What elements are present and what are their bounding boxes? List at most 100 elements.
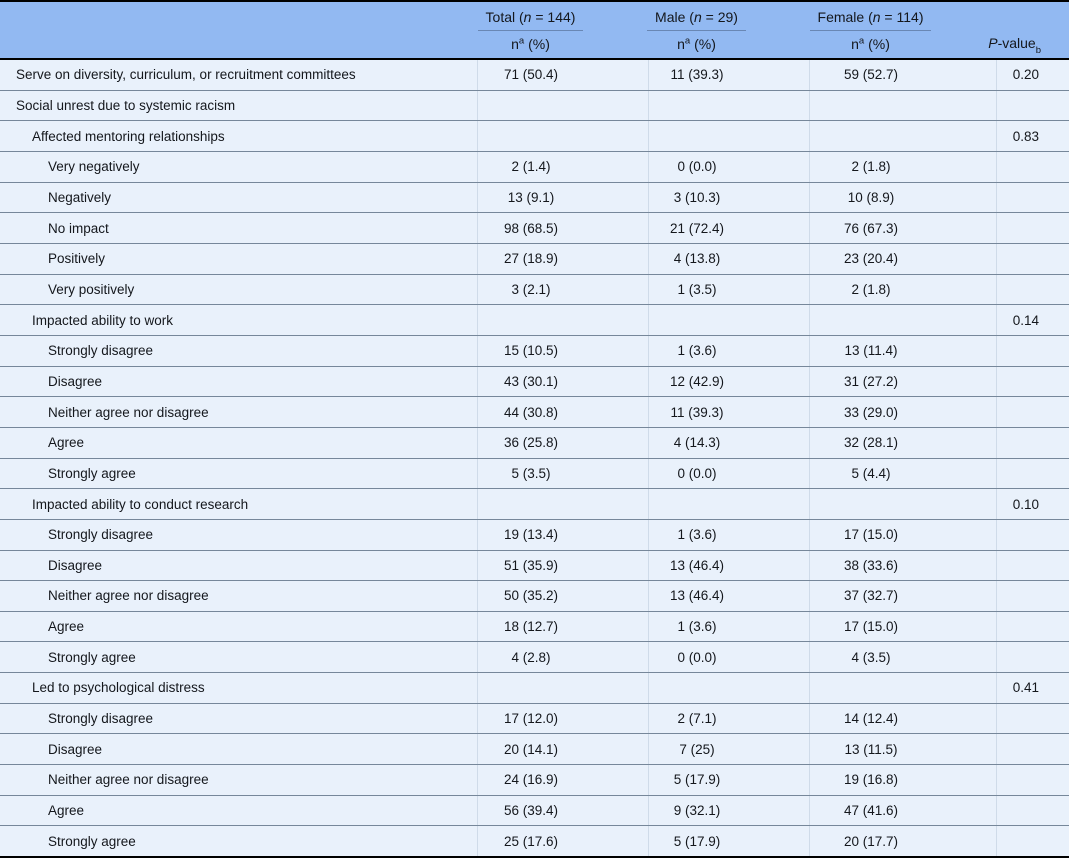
row-label: Agree — [48, 619, 85, 635]
total-cell: 51 (35.9) — [477, 550, 648, 581]
total-cell: 18 (12.7) — [477, 611, 648, 642]
p-value-cell — [996, 427, 1069, 458]
male-cell: 9 (32.1) — [648, 795, 809, 826]
total-label-pre: Total ( — [485, 8, 524, 25]
total-cell: 19 (13.4) — [477, 519, 648, 550]
male-cell — [648, 305, 809, 335]
p-value-cell — [996, 550, 1069, 581]
female-cell: 32 (28.1) — [809, 427, 996, 458]
female-cell: 14 (12.4) — [809, 703, 996, 734]
p-value-cell: 0.20 — [996, 60, 1069, 90]
table-row: Strongly agree 25 (17.6) 5 (17.9) 20 (17.7) — [0, 825, 1069, 857]
column-header-female: Female (n = 114) na (%) — [809, 2, 996, 58]
row-label: Strongly agree — [48, 465, 136, 481]
p-value-cell — [996, 458, 1069, 489]
male-cell: 0 (0.0) — [648, 151, 809, 182]
male-cell: 7 (25) — [648, 734, 809, 765]
male-cell: 0 (0.0) — [648, 458, 809, 489]
table-row: Neither agree nor disagree 44 (30.8) 11 (3… — [0, 396, 1069, 427]
table-row: Agree 36 (25.8) 4 (14.3) 32 (28.1) — [0, 426, 1069, 458]
p-value-cell — [996, 826, 1069, 857]
column-header-male: Male (n = 29) na (%) — [647, 2, 809, 58]
row-label: Neither agree nor disagree — [48, 588, 209, 604]
p-value-cell — [996, 795, 1069, 826]
p-value-cell — [996, 182, 1069, 213]
table-row: Strongly disagree 19 (13.4) 1 (3.6) 17 (15.… — [0, 518, 1069, 550]
total-cell: 4 (2.8) — [477, 642, 648, 673]
row-label: Very negatively — [48, 159, 140, 175]
total-cell: 5 (3.5) — [477, 458, 648, 489]
row-label: Strongly agree — [48, 649, 136, 665]
male-cell: 0 (0.0) — [648, 642, 809, 673]
total-cell: 43 (30.1) — [477, 366, 648, 397]
table-row: Agree 18 (12.7) 1 (3.6) 17 (15.0) — [0, 610, 1069, 642]
p-value-cell — [996, 397, 1069, 427]
row-label: Serve on diversity, curriculum, or recru… — [16, 67, 356, 83]
table-row: Affected mentoring relationships 0.83 — [0, 120, 1069, 151]
total-cell — [477, 673, 648, 703]
row-label: Disagree — [48, 373, 103, 389]
row-label: Agree — [48, 803, 85, 819]
female-cell: 23 (20.4) — [809, 243, 996, 274]
total-cell — [477, 305, 648, 335]
subheader-pct: (%) — [864, 35, 890, 52]
p-value-cell — [996, 703, 1069, 734]
total-cell: 36 (25.8) — [477, 427, 648, 458]
table-header: Total (n = 144) na (%) Male (n = 29) na … — [0, 0, 1069, 60]
male-label-n: n — [693, 8, 702, 25]
female-cell: 13 (11.4) — [809, 335, 996, 366]
male-cell: 4 (14.3) — [648, 427, 809, 458]
total-cell: 15 (10.5) — [477, 335, 648, 366]
female-cell: 17 (15.0) — [809, 519, 996, 550]
male-cell: 1 (3.6) — [648, 519, 809, 550]
total-cell — [477, 90, 648, 121]
female-cell: 59 (52.7) — [809, 60, 996, 90]
p-value-cell — [996, 734, 1069, 765]
pvalue-label-text: -value — [997, 35, 1036, 51]
table-row: Neither agree nor disagree 50 (35.2) 13 (4… — [0, 580, 1069, 611]
total-cell: 56 (39.4) — [477, 795, 648, 826]
female-cell: 5 (4.4) — [809, 458, 996, 489]
male-cell — [648, 90, 809, 121]
p-value-cell: 0.14 — [996, 305, 1069, 335]
row-label: Affected mentoring relationships — [32, 128, 225, 144]
total-cell: 17 (12.0) — [477, 703, 648, 734]
pvalue-label-p: P — [988, 35, 998, 51]
total-cell: 20 (14.1) — [477, 734, 648, 765]
row-label: Strongly disagree — [48, 527, 154, 543]
table-row: Disagree 51 (35.9) 13 (46.4) 38 (33.6) — [0, 549, 1069, 581]
footnote-marker-a: a — [858, 34, 865, 46]
total-label-n: n — [523, 8, 532, 25]
female-cell: 4 (3.5) — [809, 642, 996, 673]
female-cell: 19 (16.8) — [809, 765, 996, 795]
subheader-n: n — [677, 35, 685, 52]
total-cell — [477, 489, 648, 519]
table-row: Very negatively 2 (1.4) 0 (0.0) 2 (1.8) — [0, 150, 1069, 182]
male-cell: 5 (17.9) — [648, 765, 809, 795]
male-group-label: Male (n = 29) — [647, 9, 746, 31]
male-cell: 13 (46.4) — [648, 550, 809, 581]
subheader-n: n — [511, 35, 519, 52]
female-cell — [809, 305, 996, 335]
column-header-total: Total (n = 144) na (%) — [477, 2, 648, 58]
column-header-variables — [0, 2, 477, 58]
male-cell: 1 (3.5) — [648, 274, 809, 305]
female-cell — [809, 489, 996, 519]
p-value-cell — [996, 151, 1069, 182]
table-body: Serve on diversity, curriculum, or recru… — [0, 60, 1069, 858]
total-cell: 2 (1.4) — [477, 151, 648, 182]
male-label-pre: Male ( — [655, 8, 694, 25]
female-cell: 33 (29.0) — [809, 397, 996, 427]
total-cell: 71 (50.4) — [477, 60, 648, 90]
table-row: Agree 56 (39.4) 9 (32.1) 47 (41.6) — [0, 794, 1069, 826]
row-label: Strongly disagree — [48, 343, 154, 359]
female-group-label: Female (n = 114) — [809, 8, 932, 31]
female-cell: 37 (32.7) — [809, 581, 996, 611]
female-label-n: n — [872, 8, 881, 25]
male-cell — [648, 489, 809, 519]
row-label: Disagree — [48, 741, 103, 757]
female-cell: 76 (67.3) — [809, 213, 996, 243]
total-cell — [477, 121, 648, 151]
row-label: Impacted ability to conduct research — [32, 496, 249, 512]
